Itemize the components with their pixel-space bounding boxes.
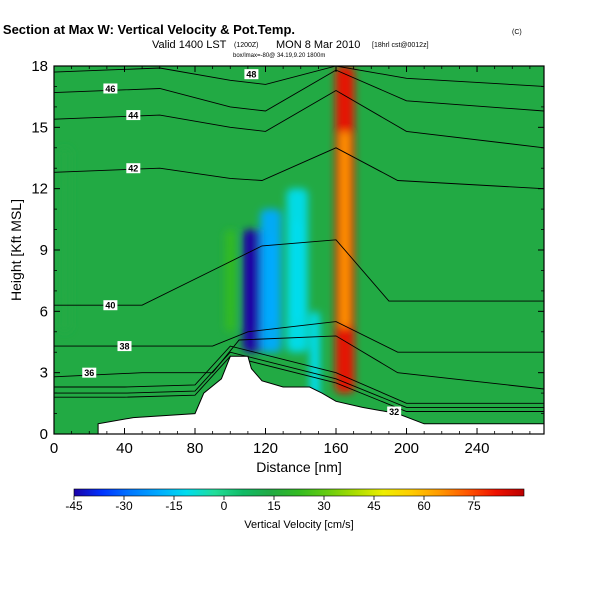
contour-label: 42 [128, 164, 138, 174]
velocity-feature-core [312, 331, 318, 394]
contour-line [54, 335, 544, 390]
y-tick-label: 18 [31, 58, 48, 75]
velocity-feature-core [340, 131, 350, 328]
colorbar: -45 -30 -15 0 15 30 45 60 75 Vertical Velocity [… [65, 488, 525, 531]
velocity-feature-core [61, 184, 68, 295]
velocity-feature-core [248, 254, 258, 328]
contour-label-bg [103, 300, 118, 311]
contour-label: 48 [246, 70, 256, 80]
plot-area: 32 36 38 40 42 44 46 48 [54, 66, 544, 434]
velocity-feature-core [292, 221, 302, 320]
y-tick-label: 9 [40, 242, 48, 259]
contour-label: 44 [128, 111, 138, 121]
x-tick-label: 80 [187, 440, 204, 457]
colorbar-tick-label: 45 [367, 499, 381, 513]
contour-label-bg [244, 69, 259, 80]
contour-label: 38 [119, 342, 129, 352]
subtitle-run: [18hrl cst@0012z] [372, 42, 429, 49]
colorbar-tick-label: -15 [165, 499, 183, 513]
colorbar-label: Vertical Velocity [cm/s] [244, 519, 353, 531]
y-tick-label: 6 [40, 303, 48, 320]
contour-label-bg [103, 83, 118, 94]
title-copyright-mark: (C) [512, 29, 522, 36]
x-axis: 0 40 80 120 160 200 240 [50, 66, 531, 457]
contour-label: 46 [105, 84, 115, 94]
colorbar-tick-label: -30 [115, 499, 133, 513]
contour-label-bg [126, 163, 141, 174]
x-tick-label: 160 [323, 440, 348, 457]
velocity-feature-core [227, 250, 233, 312]
contour-line [54, 321, 544, 353]
y-tick-label: 15 [31, 119, 48, 136]
contour-line [54, 69, 544, 112]
contour-label: 36 [84, 368, 94, 378]
colorbar-tick-label: 75 [467, 499, 481, 513]
x-tick-label: 200 [394, 440, 419, 457]
contour-line [54, 147, 544, 190]
colorbar-tick-label: 30 [317, 499, 331, 513]
figure-title-block: Wind-Parallel Section at Max W: Vertical… [0, 22, 522, 59]
figure-title: Wind-Parallel Section at Max W: Vertical… [0, 22, 295, 37]
contour-label-bg [82, 367, 97, 378]
contour-label: 40 [105, 301, 115, 311]
contour-label-bg [126, 110, 141, 121]
theta-contours [54, 66, 544, 412]
terrain-profile [54, 355, 544, 434]
colorbar-gradient [73, 488, 525, 497]
x-tick-label: 240 [465, 440, 490, 457]
colorbar-ticks: -45 -30 -15 0 15 30 45 60 75 [65, 496, 481, 513]
x-axis-label: Distance [nm] [256, 459, 342, 475]
colorbar-tick-label: 0 [221, 499, 228, 513]
subtitle-box-info: box/lmax=-80@ 34.19,9.20 1800m [233, 53, 325, 59]
contour-line [54, 351, 544, 408]
y-tick-label: 0 [40, 426, 48, 443]
y-tick-label: 12 [31, 181, 48, 198]
colorbar-tick-label: 15 [267, 499, 281, 513]
x-tick-label: 0 [50, 440, 58, 457]
contour-labels: 32 36 38 40 42 44 46 48 [82, 69, 402, 417]
contour-label: 32 [389, 407, 399, 417]
y-axis-label: Height [Kft MSL] [8, 199, 24, 301]
colorbar-tick-label: -45 [65, 499, 83, 513]
colorbar-tick-label: 60 [417, 499, 431, 513]
contour-label-bg [387, 406, 402, 417]
velocity-feature-core [266, 237, 276, 324]
contour-line [54, 345, 544, 404]
x-tick-label: 40 [116, 440, 133, 457]
contour-line [54, 89, 544, 149]
subtitle-date: MON 8 Mar 2010 [276, 39, 360, 51]
subtitle-valid: Valid 1400 LST [152, 39, 227, 51]
subtitle-utc: (1200Z) [234, 42, 259, 49]
contour-line [54, 239, 544, 306]
x-tick-label: 120 [253, 440, 278, 457]
y-tick-label: 3 [40, 365, 48, 382]
contour-label-bg [117, 341, 132, 352]
